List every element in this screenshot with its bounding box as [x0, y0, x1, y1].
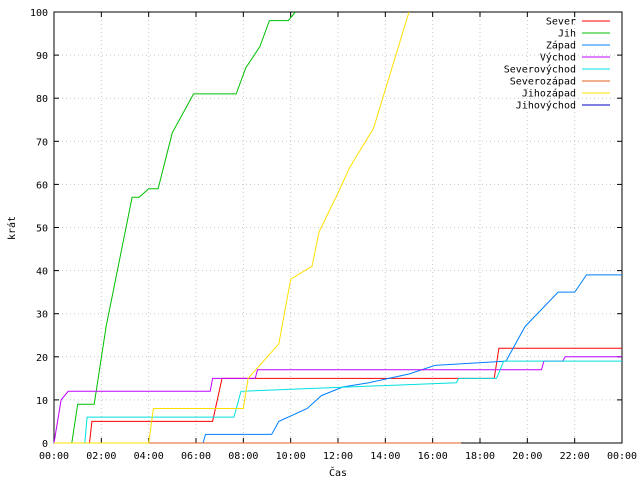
y-tick-label: 10: [36, 396, 48, 407]
x-tick-label: 18:00: [465, 451, 495, 462]
x-tick-label: 12:00: [323, 451, 353, 462]
y-tick-label: 70: [36, 137, 48, 148]
legend-label-vychod: Východ: [540, 52, 576, 64]
x-tick-label: 16:00: [418, 451, 448, 462]
legend-label-zapad: Západ: [546, 40, 576, 52]
x-tick-label: 20:00: [512, 451, 542, 462]
series-line-sever: [54, 347, 622, 444]
legend-label-severozapad: Severozápad: [510, 76, 576, 88]
series-line-vychod: [53, 356, 622, 444]
y-tick-label: 0: [42, 439, 48, 450]
series-lines: [53, 11, 622, 444]
x-tick-label: 14:00: [370, 451, 400, 462]
y-tick-label: 60: [36, 180, 48, 191]
x-tick-label: 02:00: [86, 451, 116, 462]
legend: SeverJihZápadVýchodSeverovýchodSeverozáp…: [504, 17, 610, 112]
legend-label-severovychod: Severovýchod: [504, 64, 576, 76]
legend-label-jihovychod: Jihovýchod: [516, 100, 576, 112]
y-tick-label: 50: [36, 224, 48, 235]
x-tick-label: 00:00: [607, 451, 637, 462]
series-line-jih: [54, 11, 296, 444]
grid-lines: [54, 12, 622, 443]
series-line-severovychod: [54, 360, 622, 444]
legend-label-jih: Jih: [558, 29, 576, 40]
series-line-jihozapad: [54, 11, 410, 444]
y-axis-label: krát: [6, 216, 18, 240]
legend-label-jihozapad: Jihozápad: [522, 88, 576, 100]
x-tick-label: 04:00: [134, 451, 164, 462]
y-tick-label: 100: [30, 8, 48, 19]
legend-label-sever: Sever: [546, 17, 576, 28]
x-tick-label: 08:00: [228, 451, 258, 462]
x-tick-label: 22:00: [560, 451, 590, 462]
y-tick-label: 40: [36, 267, 48, 278]
series-line-zapad: [54, 274, 622, 444]
y-tick-label: 30: [36, 310, 48, 321]
x-tick-label: 06:00: [181, 451, 211, 462]
y-tick-label: 90: [36, 51, 48, 62]
axis-ticks: 0 10 20 30 40 50 60 70 80 90 100 00:00 02:00 04:00 06:…: [30, 8, 637, 462]
y-tick-label: 20: [36, 353, 48, 364]
x-tick-label: 10:00: [276, 451, 306, 462]
y-tick-label: 80: [36, 94, 48, 105]
x-tick-label: 00:00: [39, 451, 69, 462]
x-axis-label: Čas: [329, 466, 347, 479]
